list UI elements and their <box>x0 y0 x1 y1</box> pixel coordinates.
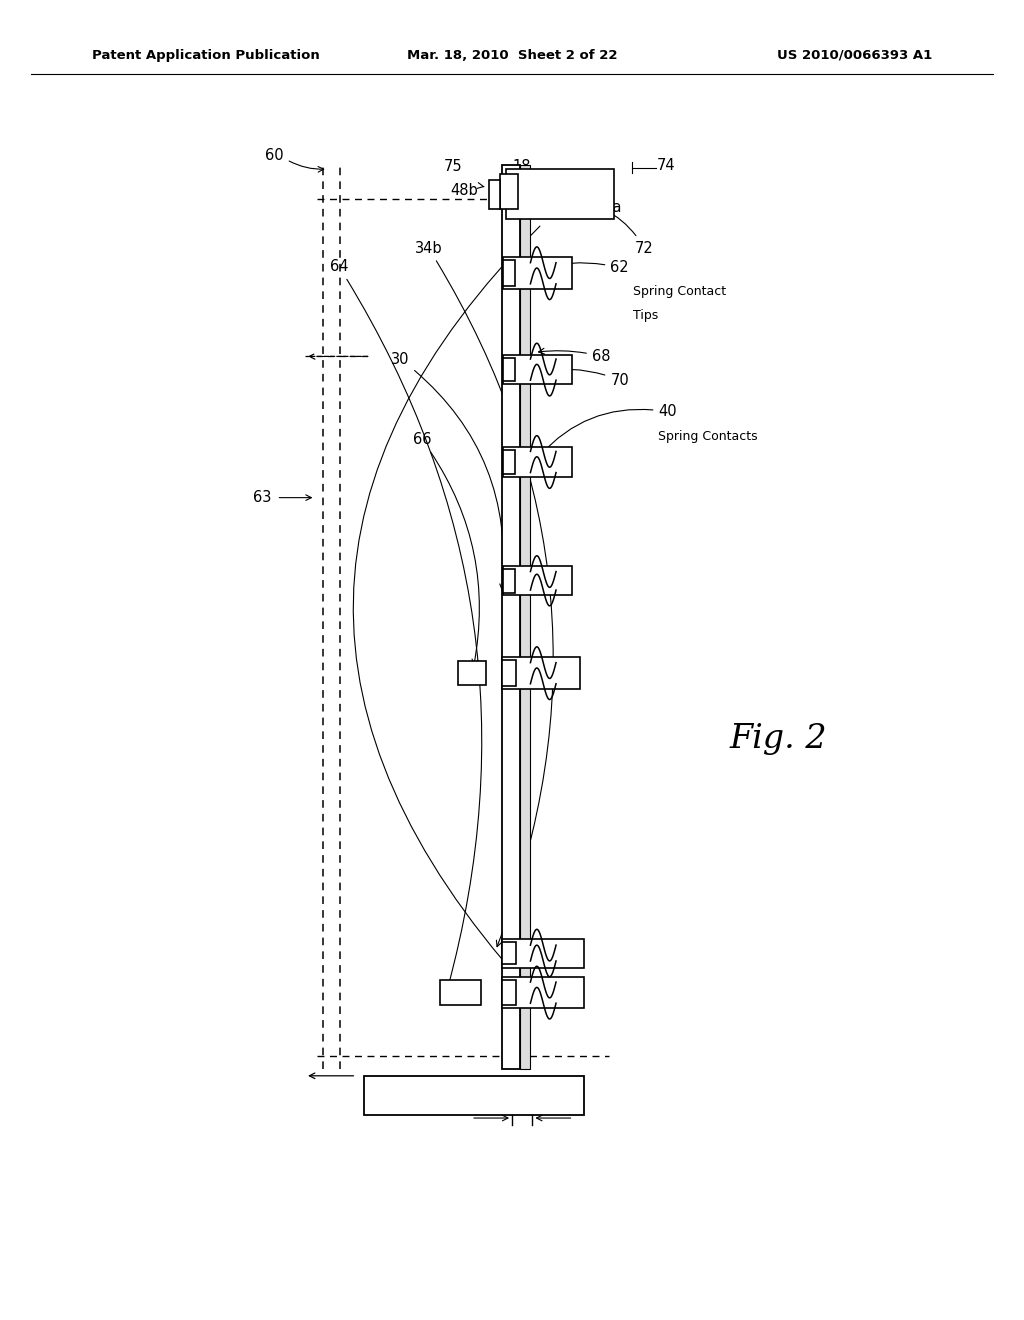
Bar <box>502 939 584 968</box>
Text: 74: 74 <box>656 157 675 173</box>
Bar <box>502 660 516 686</box>
Text: 48a: 48a <box>550 185 622 215</box>
Bar <box>503 257 572 289</box>
Text: 64: 64 <box>330 259 481 989</box>
Text: 60: 60 <box>265 148 284 164</box>
Text: Spring Contacts: Spring Contacts <box>658 430 758 444</box>
Bar <box>503 447 572 477</box>
Text: 48b: 48b <box>451 182 484 198</box>
Bar <box>458 661 486 685</box>
Bar <box>489 180 500 209</box>
Text: Tips: Tips <box>633 309 658 322</box>
Text: 72: 72 <box>565 199 653 256</box>
Bar <box>440 979 481 1006</box>
Bar <box>502 657 580 689</box>
Text: 34a: 34a <box>353 206 566 985</box>
Text: 66: 66 <box>413 432 479 665</box>
Bar <box>502 942 516 964</box>
Text: 62: 62 <box>539 260 629 276</box>
Bar <box>500 174 518 209</box>
Text: US 2010/0066393 A1: US 2010/0066393 A1 <box>776 49 932 62</box>
Text: 40: 40 <box>541 404 677 455</box>
Bar <box>503 260 515 286</box>
Bar <box>503 358 515 381</box>
Bar <box>520 165 530 1069</box>
Text: 34b: 34b <box>415 240 553 946</box>
Text: 30: 30 <box>391 351 506 590</box>
Text: Mar. 18, 2010  Sheet 2 of 22: Mar. 18, 2010 Sheet 2 of 22 <box>407 49 617 62</box>
Text: Fig. 2: Fig. 2 <box>729 723 827 755</box>
Bar <box>503 355 572 384</box>
Bar <box>502 977 584 1008</box>
Text: Patent Application Publication: Patent Application Publication <box>92 49 319 62</box>
Bar <box>503 450 515 474</box>
Bar <box>503 569 515 593</box>
Text: 18: 18 <box>512 158 530 174</box>
Bar <box>503 566 572 595</box>
Bar <box>502 979 516 1006</box>
Bar <box>364 1076 584 1115</box>
Bar <box>502 165 520 1069</box>
Text: 63: 63 <box>253 490 271 506</box>
Text: 70: 70 <box>539 367 629 388</box>
Text: Spring Contact: Spring Contact <box>633 285 726 298</box>
Text: 75: 75 <box>444 158 463 174</box>
Text: 68: 68 <box>539 348 610 364</box>
Bar <box>506 169 614 219</box>
